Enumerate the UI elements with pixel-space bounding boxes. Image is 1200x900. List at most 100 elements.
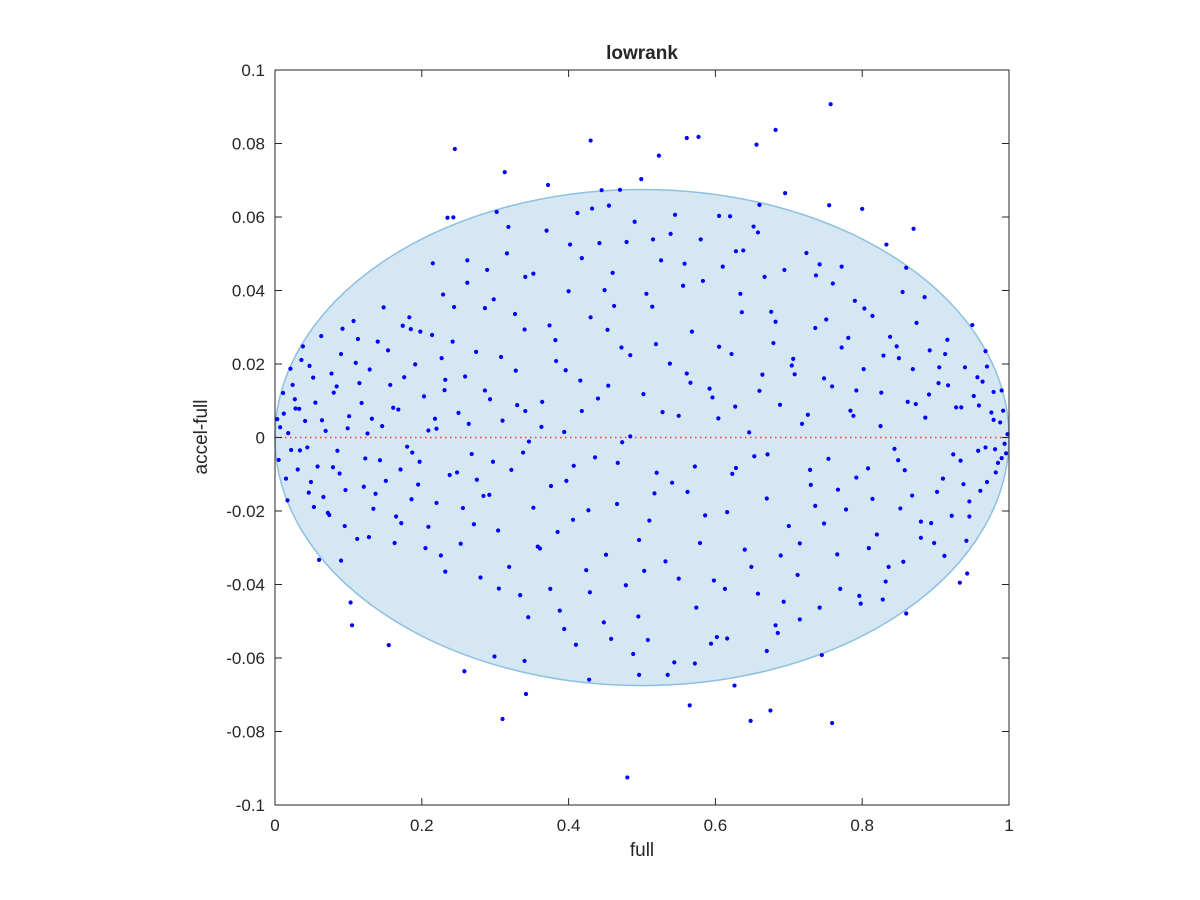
data-point bbox=[386, 643, 391, 648]
data-point bbox=[417, 459, 422, 464]
data-point bbox=[813, 503, 818, 508]
data-point bbox=[423, 546, 428, 551]
data-point bbox=[359, 400, 364, 406]
data-point bbox=[824, 317, 829, 322]
data-point bbox=[462, 669, 467, 674]
data-point bbox=[866, 546, 871, 551]
data-point bbox=[936, 381, 941, 386]
data-point bbox=[599, 188, 604, 193]
data-point bbox=[487, 397, 493, 402]
data-point bbox=[340, 326, 345, 331]
data-point bbox=[700, 278, 706, 284]
data-point bbox=[992, 447, 998, 452]
data-point bbox=[710, 395, 715, 400]
data-point bbox=[999, 455, 1004, 461]
data-point bbox=[315, 464, 320, 469]
data-point bbox=[901, 559, 906, 564]
data-point bbox=[469, 451, 474, 457]
data-point bbox=[807, 467, 813, 472]
data-point bbox=[490, 459, 496, 464]
data-point bbox=[329, 371, 334, 376]
data-point bbox=[764, 496, 769, 501]
data-point bbox=[993, 470, 998, 475]
data-point bbox=[375, 339, 380, 344]
data-point bbox=[940, 476, 946, 481]
data-point bbox=[523, 408, 528, 414]
data-point bbox=[725, 636, 730, 641]
data-point bbox=[773, 319, 778, 324]
data-point bbox=[904, 265, 909, 270]
data-point bbox=[369, 416, 374, 421]
data-point bbox=[688, 380, 693, 385]
data-point bbox=[523, 274, 528, 280]
data-point bbox=[929, 521, 934, 526]
data-point bbox=[884, 242, 889, 247]
data-point bbox=[716, 344, 722, 349]
data-point bbox=[402, 375, 407, 380]
data-point bbox=[366, 534, 372, 540]
data-point bbox=[672, 212, 678, 217]
data-point bbox=[922, 295, 927, 300]
data-point bbox=[738, 291, 743, 296]
data-point bbox=[400, 323, 405, 328]
data-point bbox=[299, 357, 304, 363]
data-point bbox=[645, 637, 650, 643]
data-point bbox=[883, 579, 888, 584]
data-point bbox=[991, 417, 996, 422]
data-point bbox=[474, 349, 479, 354]
data-point bbox=[684, 371, 689, 376]
data-point bbox=[286, 430, 291, 436]
data-point bbox=[557, 608, 562, 613]
data-point bbox=[887, 334, 893, 339]
data-point bbox=[830, 720, 835, 726]
data-point bbox=[647, 518, 652, 523]
data-point bbox=[923, 415, 928, 420]
data-point bbox=[769, 309, 774, 314]
data-point bbox=[918, 519, 924, 524]
data-point bbox=[708, 641, 714, 646]
data-point bbox=[927, 348, 932, 353]
data-point bbox=[991, 389, 996, 395]
data-point bbox=[351, 318, 356, 324]
data-point bbox=[297, 406, 302, 411]
data-point bbox=[460, 505, 466, 511]
data-point bbox=[321, 494, 326, 500]
data-point bbox=[902, 468, 907, 473]
data-point bbox=[579, 256, 584, 261]
data-point bbox=[571, 463, 576, 468]
data-point bbox=[587, 590, 592, 595]
data-point bbox=[361, 484, 366, 489]
x-tick-label: 0 bbox=[270, 816, 279, 835]
data-point bbox=[603, 552, 609, 557]
data-point bbox=[518, 593, 523, 598]
data-point bbox=[777, 402, 783, 407]
data-point bbox=[694, 605, 699, 610]
x-tick-label: 0.2 bbox=[410, 816, 434, 835]
data-point bbox=[862, 306, 867, 311]
data-point bbox=[283, 476, 289, 481]
data-point bbox=[676, 576, 681, 581]
data-point bbox=[355, 536, 360, 542]
data-point bbox=[605, 327, 610, 332]
y-tick-label: -0.04 bbox=[226, 576, 265, 595]
data-point bbox=[373, 491, 378, 496]
data-point bbox=[757, 388, 762, 393]
data-point bbox=[896, 356, 902, 361]
data-point bbox=[502, 170, 507, 175]
data-point bbox=[289, 447, 294, 453]
data-point bbox=[797, 617, 802, 622]
data-point bbox=[998, 420, 1003, 425]
data-point bbox=[323, 428, 328, 433]
data-point bbox=[896, 458, 901, 463]
data-point bbox=[983, 445, 988, 450]
data-point bbox=[932, 540, 937, 546]
data-point bbox=[751, 224, 756, 229]
data-point bbox=[782, 267, 787, 273]
data-point bbox=[331, 390, 336, 395]
data-point bbox=[781, 599, 786, 604]
data-point bbox=[566, 289, 571, 294]
data-point bbox=[410, 450, 415, 455]
data-point bbox=[685, 489, 690, 494]
data-point bbox=[874, 532, 879, 537]
